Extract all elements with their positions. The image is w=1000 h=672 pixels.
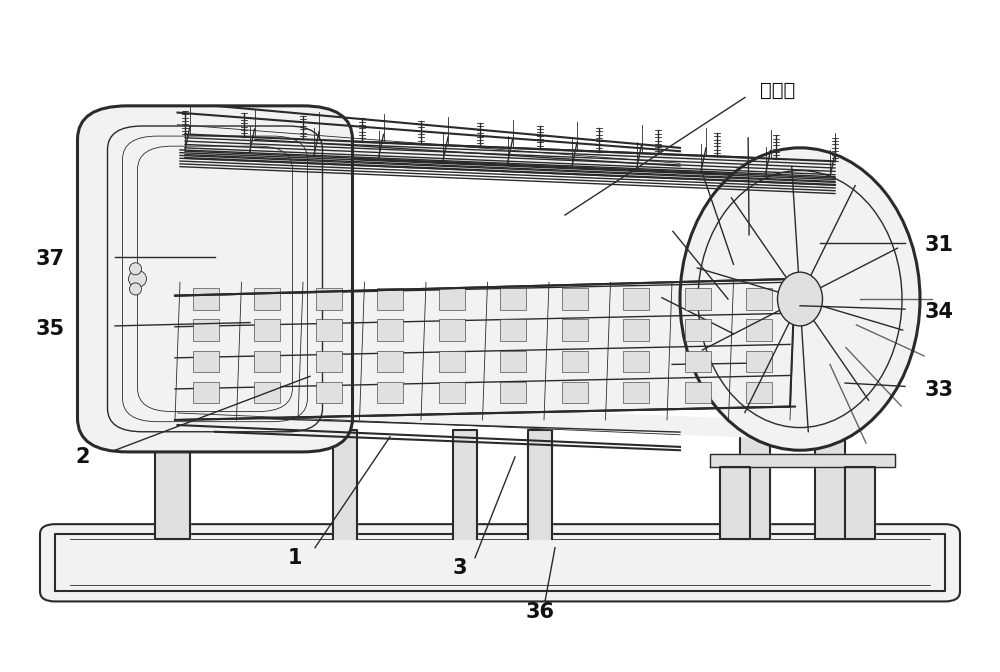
Ellipse shape xyxy=(130,263,142,275)
FancyBboxPatch shape xyxy=(685,288,711,310)
Polygon shape xyxy=(170,134,840,178)
Polygon shape xyxy=(155,430,190,539)
Ellipse shape xyxy=(680,148,920,450)
FancyBboxPatch shape xyxy=(316,288,342,310)
FancyBboxPatch shape xyxy=(439,288,465,310)
Text: 37: 37 xyxy=(36,249,65,269)
FancyBboxPatch shape xyxy=(562,288,588,310)
Polygon shape xyxy=(710,454,895,467)
FancyBboxPatch shape xyxy=(316,382,342,403)
FancyBboxPatch shape xyxy=(193,288,219,310)
Text: 3: 3 xyxy=(453,558,467,578)
Ellipse shape xyxy=(778,272,822,326)
Polygon shape xyxy=(453,430,477,539)
FancyBboxPatch shape xyxy=(746,288,772,310)
FancyBboxPatch shape xyxy=(193,351,219,372)
FancyBboxPatch shape xyxy=(254,319,280,341)
FancyBboxPatch shape xyxy=(316,351,342,372)
FancyBboxPatch shape xyxy=(500,351,526,372)
Polygon shape xyxy=(720,467,750,539)
FancyBboxPatch shape xyxy=(746,319,772,341)
Polygon shape xyxy=(333,430,357,539)
FancyBboxPatch shape xyxy=(377,288,403,310)
FancyBboxPatch shape xyxy=(685,351,711,372)
FancyBboxPatch shape xyxy=(746,382,772,403)
Text: 35: 35 xyxy=(36,319,65,339)
FancyBboxPatch shape xyxy=(623,319,649,341)
FancyBboxPatch shape xyxy=(500,382,526,403)
Polygon shape xyxy=(815,430,845,539)
FancyBboxPatch shape xyxy=(377,382,403,403)
FancyBboxPatch shape xyxy=(500,319,526,341)
FancyBboxPatch shape xyxy=(623,382,649,403)
FancyBboxPatch shape xyxy=(40,524,960,601)
Polygon shape xyxy=(740,430,770,539)
FancyBboxPatch shape xyxy=(746,351,772,372)
FancyBboxPatch shape xyxy=(316,319,342,341)
FancyBboxPatch shape xyxy=(623,351,649,372)
FancyBboxPatch shape xyxy=(562,382,588,403)
FancyBboxPatch shape xyxy=(439,382,465,403)
Text: 34: 34 xyxy=(925,302,954,323)
FancyBboxPatch shape xyxy=(685,382,711,403)
FancyBboxPatch shape xyxy=(439,319,465,341)
Ellipse shape xyxy=(130,283,142,295)
FancyBboxPatch shape xyxy=(685,319,711,341)
Text: 36: 36 xyxy=(526,601,554,622)
Text: 33: 33 xyxy=(925,380,954,400)
FancyBboxPatch shape xyxy=(500,288,526,310)
FancyBboxPatch shape xyxy=(439,351,465,372)
FancyBboxPatch shape xyxy=(562,351,588,372)
Ellipse shape xyxy=(128,271,146,288)
Polygon shape xyxy=(175,282,790,420)
Text: 2: 2 xyxy=(76,447,90,467)
FancyBboxPatch shape xyxy=(78,106,353,452)
Polygon shape xyxy=(55,534,945,591)
FancyBboxPatch shape xyxy=(254,351,280,372)
FancyBboxPatch shape xyxy=(254,288,280,310)
Polygon shape xyxy=(845,467,875,539)
FancyBboxPatch shape xyxy=(377,319,403,341)
FancyBboxPatch shape xyxy=(562,319,588,341)
Text: 1: 1 xyxy=(288,548,302,568)
Polygon shape xyxy=(528,430,552,539)
Text: 过滤棉: 过滤棉 xyxy=(760,81,795,100)
Text: 31: 31 xyxy=(925,235,954,255)
FancyBboxPatch shape xyxy=(623,288,649,310)
FancyBboxPatch shape xyxy=(193,319,219,341)
FancyBboxPatch shape xyxy=(254,382,280,403)
Polygon shape xyxy=(170,396,840,440)
FancyBboxPatch shape xyxy=(193,382,219,403)
FancyBboxPatch shape xyxy=(377,351,403,372)
